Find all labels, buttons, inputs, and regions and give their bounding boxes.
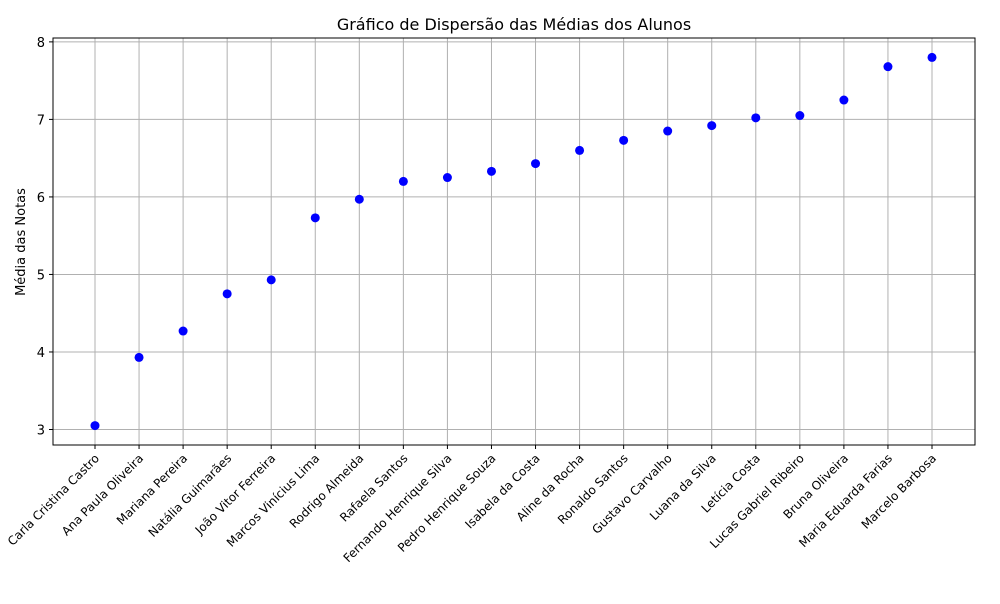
data-point <box>310 213 320 223</box>
data-point <box>751 113 761 123</box>
data-point <box>486 166 496 176</box>
data-point <box>707 121 717 131</box>
data-point <box>134 352 144 362</box>
data-point <box>839 95 849 105</box>
data-point <box>178 326 188 336</box>
plot-area-frame <box>52 37 976 446</box>
y-axis-label: Média das Notas <box>14 188 29 296</box>
data-point <box>883 62 893 72</box>
x-tick-label: Rodrigo Almeida <box>287 451 367 531</box>
y-tick-label: 7 <box>37 113 45 128</box>
data-point <box>927 52 937 62</box>
data-point <box>90 421 100 431</box>
grid-lines <box>53 38 975 445</box>
x-tick-label: João Vitor Ferreira <box>192 451 279 538</box>
y-tick-label: 3 <box>37 423 45 438</box>
data-point <box>354 194 364 204</box>
x-tick-label: Ana Paula Oliveira <box>59 451 146 538</box>
data-point <box>398 176 408 186</box>
y-tick-label: 8 <box>37 36 45 51</box>
data-point <box>531 159 541 169</box>
x-tick-label: Isabela da Costa <box>462 451 542 531</box>
data-point <box>663 126 673 136</box>
y-tick-label: 4 <box>37 346 45 361</box>
x-tick-label: Marcelo Barbosa <box>859 451 940 532</box>
x-tick-label: Natália Guimarães <box>146 451 235 540</box>
y-tick-label: 6 <box>37 191 45 206</box>
data-point <box>266 275 276 285</box>
chart-title: Gráfico de Dispersão das Médias dos Alun… <box>337 15 691 34</box>
data-point <box>222 289 232 299</box>
data-point <box>442 173 452 183</box>
data-point <box>575 145 585 155</box>
data-point <box>795 111 805 121</box>
data-points <box>90 52 937 431</box>
data-point <box>619 135 629 145</box>
y-tick-label: 5 <box>37 268 45 283</box>
x-tick-label: Gustavo Carvalho <box>589 451 674 536</box>
